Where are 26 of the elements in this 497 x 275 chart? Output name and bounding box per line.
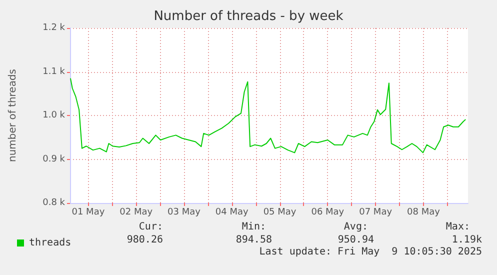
x-tick-label: 06 May [311, 208, 345, 218]
x-tick-label: 05 May [263, 208, 297, 218]
y-tick-label: 1.2 k [42, 23, 66, 33]
text: Max: [446, 222, 470, 232]
text: Min: [242, 222, 266, 232]
text: 1.19k [452, 234, 482, 246]
text: 894.58 [236, 234, 272, 246]
legend-label: threads [29, 238, 72, 248]
line-series [70, 78, 466, 154]
text: Avg: [344, 222, 368, 232]
text: Last update: Fri May 9 10:05:30 2025 [259, 246, 482, 258]
y-tick-label: 1.1 k [42, 66, 66, 77]
chart-title: Number of threads - by week [154, 9, 344, 24]
y-tick-label: 1.0 k [42, 110, 66, 120]
x-tick-label: 02 May [120, 208, 154, 218]
y-axis-title: number of threads [8, 68, 18, 162]
y-tick-label: 0.8 k [42, 198, 66, 208]
x-tick-label: 01 May [72, 208, 106, 218]
text: 980.26 [126, 234, 163, 246]
x-tick-label: 03 May [168, 208, 202, 218]
y-tick-label: 0.9 k [42, 154, 66, 164]
x-tick-label: 04 May [215, 208, 250, 218]
x-tick-label: 08 May [407, 208, 441, 218]
text: 950.94 [338, 234, 374, 246]
text: Cur: [138, 222, 163, 232]
x-tick-label: 07 May [359, 208, 393, 218]
